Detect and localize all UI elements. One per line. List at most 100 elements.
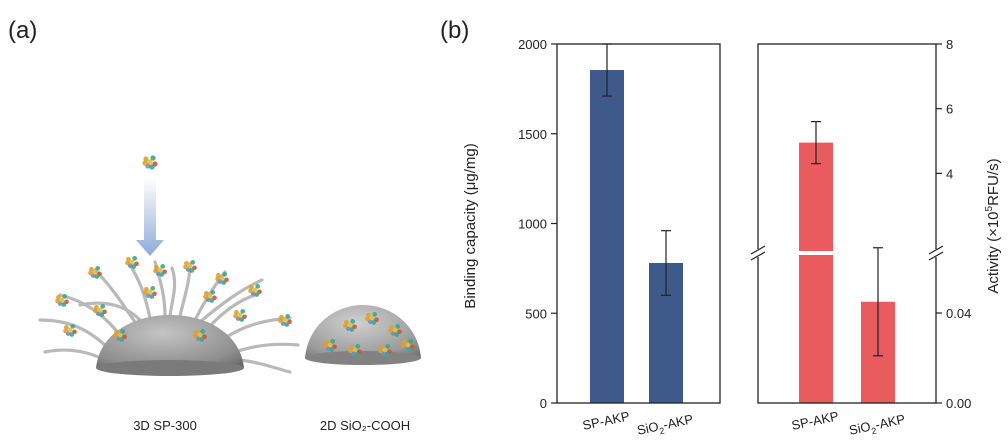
activity-ylabel: Activity (×105RFU/s): [984, 158, 1002, 293]
axis-break-slash: [750, 251, 766, 261]
enzyme-subunit: [392, 327, 398, 333]
polymer-fiber: [208, 293, 257, 328]
enzyme-subunit: [149, 164, 155, 170]
enzyme-icon: [248, 284, 262, 297]
enzyme-subunit: [189, 268, 195, 273]
enzyme-subunit: [255, 284, 261, 289]
enzyme-subunit: [222, 272, 228, 277]
enzyme-subunit: [143, 156, 149, 162]
enzyme-subunit: [63, 328, 68, 334]
enzyme-subunit: [355, 344, 361, 349]
enzyme-icon: [203, 290, 217, 303]
enzyme-subunit: [366, 312, 371, 318]
enzyme-subunit: [143, 290, 148, 296]
enzyme-icon: [343, 319, 357, 332]
enzyme-subunit: [160, 264, 166, 269]
enzyme-subunit: [100, 304, 106, 309]
binding-capacity-plot-frame: [556, 43, 721, 404]
enzyme-subunit: [402, 339, 407, 345]
enzyme-subunit: [354, 352, 360, 357]
enzyme-subunit: [378, 348, 383, 354]
enzyme-subunit: [329, 347, 335, 352]
x-tick-label: SiO2-AKP: [848, 411, 908, 440]
enzyme-subunit: [97, 307, 103, 313]
polymer-fiber: [43, 348, 107, 362]
y-tick-label: 2000: [518, 37, 547, 52]
sp-300-core-base: [96, 360, 244, 376]
enzyme-subunit: [327, 342, 333, 348]
enzyme-subunit: [207, 293, 213, 299]
activity-xlabels: SP-AKP SiO2-AKP: [790, 408, 907, 440]
polymer-fiber: [78, 301, 142, 322]
binding-capacity-yaxis: 0 500 1000 1500 2000: [518, 37, 557, 411]
enzyme-subunit: [210, 290, 216, 295]
enzyme-icon: [142, 155, 158, 170]
enzyme-subunit: [157, 267, 163, 273]
immobilized-enzymes-3d: [55, 256, 292, 342]
enzyme-icon: [183, 260, 197, 273]
enzyme-subunit: [132, 256, 138, 261]
enzyme-icon: [143, 286, 157, 299]
enzyme-subunit: [347, 322, 353, 328]
enzyme-subunit: [384, 352, 390, 357]
enzyme-subunit: [94, 274, 100, 279]
enzyme-subunit: [197, 332, 203, 338]
enzyme-subunit: [183, 264, 188, 270]
x-tick-label: SP-AKP: [790, 408, 840, 433]
enzyme-subunit: [204, 290, 209, 296]
polymer-fiber: [238, 358, 292, 374]
y-tick-label: 8: [946, 37, 953, 52]
enzyme-icon: [278, 314, 292, 327]
enzyme-subunit: [153, 268, 158, 274]
enzyme-subunit: [149, 294, 155, 299]
enzyme-subunit: [237, 312, 243, 318]
enzyme-icon: [401, 339, 415, 352]
enzyme-subunit: [190, 260, 196, 265]
enzyme-subunit: [203, 294, 208, 300]
enzyme-subunit: [200, 329, 206, 334]
enzyme-subunit: [69, 332, 75, 337]
enzyme-subunit: [187, 263, 193, 269]
enzyme-subunit: [371, 320, 377, 325]
y-tick-label: 500: [525, 306, 547, 321]
enzyme-subunit: [125, 260, 130, 266]
enzyme-subunit: [389, 324, 394, 330]
x-tick-label: SiO2-AKP: [636, 411, 696, 440]
activity-ylabel-pre: Activity (×10: [985, 211, 1002, 293]
enzyme-icon: [233, 309, 247, 322]
x-tick-label: SP-AKP: [581, 408, 631, 433]
enzyme-icon: [63, 324, 77, 337]
enzyme-subunit: [56, 294, 61, 300]
axis-break-marks: [750, 245, 944, 261]
enzyme-subunit: [92, 269, 98, 275]
enzyme-subunit: [285, 314, 291, 319]
enzyme-icon: [88, 266, 102, 279]
binding-capacity-xlabels: SP-AKP SiO2-AKP: [581, 408, 695, 440]
enzyme-subunit: [248, 288, 253, 294]
enzyme-subunit: [129, 259, 135, 265]
enzyme-subunit: [405, 342, 411, 348]
enzyme-subunit: [240, 309, 246, 314]
polymer-fiber: [38, 318, 112, 352]
sp-300-core: [96, 315, 244, 376]
enzyme-subunit: [64, 324, 69, 330]
activity-ylabel-post: RFU/s): [985, 158, 1002, 206]
enzyme-icon: [348, 344, 362, 357]
enzyme-subunit: [119, 337, 125, 342]
polymer-fiber: [198, 278, 264, 324]
y-tick-label: 1000: [518, 217, 547, 232]
activity-bars: [799, 120, 895, 403]
enzyme-subunit: [150, 286, 156, 291]
enzyme-subunit: [194, 329, 199, 335]
y-tick-label: 6: [946, 102, 953, 117]
enzyme-subunit: [252, 287, 258, 293]
y-tick-label: 0.04: [946, 306, 971, 321]
enzyme-icon: [215, 272, 229, 285]
enzyme-subunit: [209, 298, 215, 303]
enzyme-subunit: [154, 264, 159, 270]
enzyme-subunit: [349, 327, 355, 332]
sp-300-particle: [38, 256, 300, 376]
enzyme-subunit: [379, 344, 384, 350]
axis-break-slash: [928, 245, 944, 255]
